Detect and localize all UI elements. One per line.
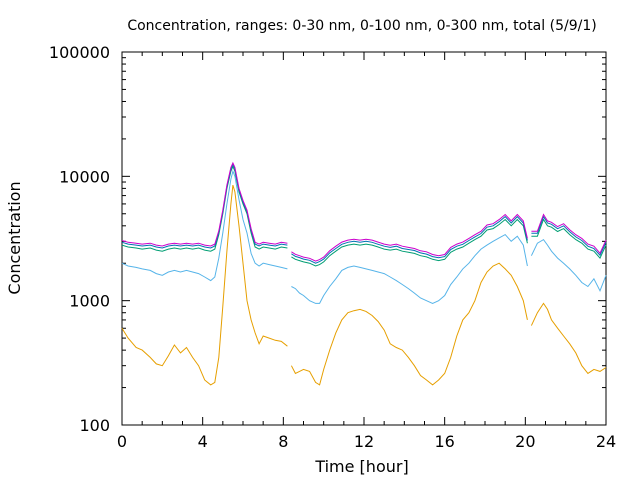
y-tick-label: 10000: [59, 167, 110, 186]
x-tick-label: 24: [596, 432, 616, 451]
series-line-3: [291, 218, 528, 267]
x-tick-label: 12: [354, 432, 374, 451]
series-line-2: [121, 169, 288, 282]
series-line-5: [291, 213, 528, 262]
series-line-3: [121, 165, 288, 252]
series-line-1: [121, 184, 288, 386]
plot-area: [121, 51, 607, 426]
series-line-2: [530, 238, 607, 293]
series-line-1: [530, 302, 607, 375]
series-line-3: [531, 218, 607, 260]
chart-title: Concentration, ranges: 0-30 nm, 0-100 nm…: [127, 18, 596, 34]
y-axis-label: Concentration: [5, 181, 24, 294]
series-line-2: [291, 233, 528, 304]
y-tick-label: 1000: [69, 292, 110, 311]
series-lines: [121, 161, 607, 386]
x-tick-label: 20: [515, 432, 535, 451]
x-tick-label: 8: [278, 432, 288, 451]
x-tick-label: 0: [117, 432, 127, 451]
x-axis-label: Time [hour]: [314, 457, 408, 476]
series-line-5: [531, 213, 607, 255]
series-line-5: [121, 161, 288, 247]
axis-ticks: 0 4 8 12 16 20 24 100 1000 10000 100000: [49, 43, 616, 451]
y-tick-label: 100000: [49, 43, 110, 62]
series-line-4: [291, 215, 528, 264]
y-tick-label: 100: [79, 416, 110, 435]
series-line-1: [290, 262, 528, 386]
x-tick-label: 16: [434, 432, 454, 451]
series-line-4: [531, 215, 607, 257]
x-tick-label: 4: [198, 432, 208, 451]
series-line-4: [121, 163, 288, 249]
